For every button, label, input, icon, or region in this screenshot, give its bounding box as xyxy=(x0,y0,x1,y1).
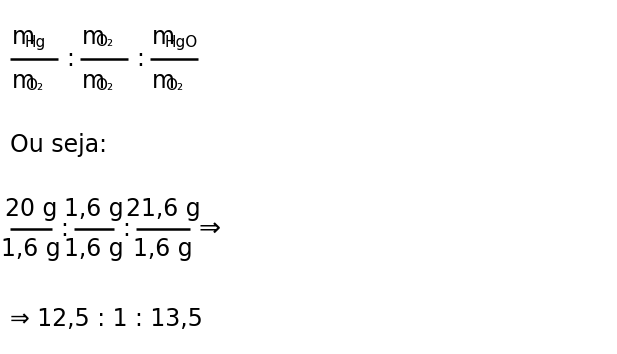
Text: ⇒ 12,5 : 1 : 13,5: ⇒ 12,5 : 1 : 13,5 xyxy=(10,307,203,331)
Text: 21,6 g: 21,6 g xyxy=(126,197,201,221)
Text: ⇒: ⇒ xyxy=(198,216,220,242)
Text: :: : xyxy=(122,217,130,241)
Text: HgO: HgO xyxy=(165,34,198,50)
Text: O₂: O₂ xyxy=(25,79,43,93)
Text: O₂: O₂ xyxy=(95,79,113,93)
Text: m: m xyxy=(82,25,105,49)
Text: 1,6 g: 1,6 g xyxy=(133,237,193,261)
Text: 20 g: 20 g xyxy=(5,197,57,221)
Text: m: m xyxy=(12,69,35,93)
Text: :: : xyxy=(136,47,144,71)
Text: O₂: O₂ xyxy=(165,79,183,93)
Text: m: m xyxy=(152,69,175,93)
Text: Ou seja:: Ou seja: xyxy=(10,133,107,157)
Text: m: m xyxy=(12,25,35,49)
Text: 1,6 g: 1,6 g xyxy=(1,237,61,261)
Text: 1,6 g: 1,6 g xyxy=(64,197,124,221)
Text: :: : xyxy=(66,47,74,71)
Text: Hg: Hg xyxy=(25,34,46,50)
Text: 1,6 g: 1,6 g xyxy=(64,237,124,261)
Text: O₂: O₂ xyxy=(95,34,113,50)
Text: :: : xyxy=(60,217,68,241)
Text: m: m xyxy=(152,25,175,49)
Text: m: m xyxy=(82,69,105,93)
